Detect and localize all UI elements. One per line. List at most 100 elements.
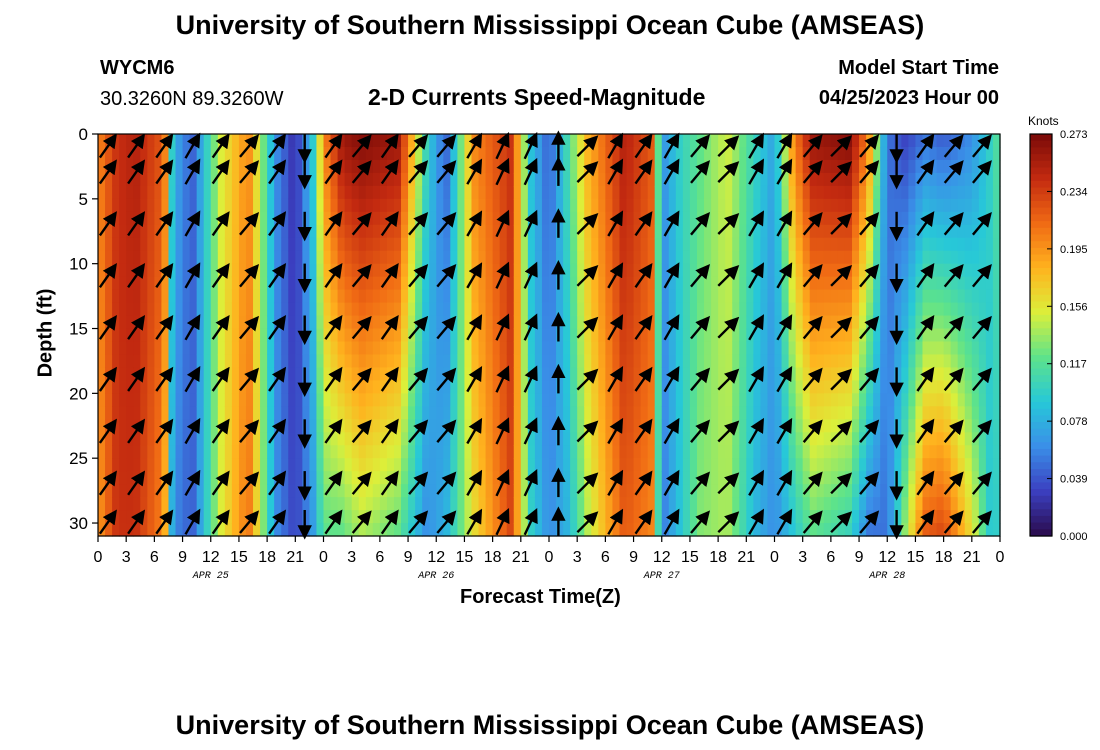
heat-cell — [647, 146, 656, 161]
heat-cell — [901, 289, 909, 304]
heat-cell — [175, 172, 184, 187]
heat-cell — [309, 315, 318, 330]
x-tick-label: 18 — [484, 549, 502, 566]
heat-cell — [365, 302, 374, 317]
heat-cell — [647, 393, 656, 407]
heat-cell — [534, 198, 543, 213]
heat-cell — [499, 146, 508, 161]
heat-cell — [168, 172, 177, 187]
heat-cell — [408, 315, 416, 330]
heat-cell — [894, 134, 902, 148]
heat-cell — [556, 302, 564, 317]
heat-cell — [281, 211, 289, 226]
heat-cell — [563, 237, 571, 252]
current-arrow — [748, 508, 765, 535]
heat-cell — [492, 406, 501, 420]
heat-cell — [196, 380, 205, 394]
heat-cell — [534, 289, 543, 304]
heat-cell — [513, 380, 522, 394]
heat-cell — [929, 146, 938, 161]
heat-cell — [823, 380, 832, 394]
heat-cell — [866, 458, 874, 472]
heat-cell — [880, 445, 888, 459]
heat-cell — [957, 497, 966, 511]
heat-cell — [140, 367, 148, 381]
heat-cell — [513, 393, 522, 407]
heat-cell — [203, 445, 212, 459]
heat-cell — [647, 250, 656, 265]
heat-cell — [992, 523, 1001, 537]
heat-cell — [386, 328, 395, 343]
heat-cell — [922, 237, 931, 252]
heat-cell — [859, 211, 867, 226]
heat-cell — [147, 354, 155, 369]
heat-cell — [880, 224, 888, 239]
heat-cell — [393, 432, 402, 446]
current-arrow — [184, 210, 201, 237]
heat-cell — [598, 237, 606, 252]
heat-cell — [203, 523, 212, 537]
heat-cell — [809, 224, 818, 239]
heat-cell — [563, 289, 571, 304]
heat-cell — [330, 458, 339, 472]
heat-cell — [464, 263, 473, 278]
heat-cell — [429, 276, 437, 291]
heat-cell — [140, 432, 148, 446]
heat-cell — [499, 432, 508, 446]
heat-cell — [711, 250, 719, 265]
heat-cell — [443, 432, 451, 446]
heat-cell — [943, 406, 952, 420]
heat-cell — [288, 393, 296, 407]
model-start-value: 04/25/2023 Hour 00 — [818, 87, 999, 109]
heat-cell — [189, 185, 198, 200]
heat-cell — [330, 302, 339, 317]
heat-cell — [619, 380, 628, 394]
heat-cell — [767, 289, 776, 304]
heat-cell — [675, 134, 684, 148]
heat-cell — [422, 250, 430, 265]
heat-cell — [689, 406, 698, 420]
heat-cell — [393, 289, 402, 304]
heat-cell — [443, 393, 451, 407]
heat-cell — [936, 341, 945, 356]
colorbar-swatch — [1030, 140, 1052, 148]
heat-cell — [351, 315, 360, 330]
heat-cell — [654, 315, 663, 330]
heat-cell — [943, 211, 952, 226]
heat-cell — [485, 198, 494, 213]
heat-cell — [386, 341, 395, 356]
heat-cell — [626, 523, 635, 537]
heat-cell — [929, 484, 938, 498]
heat-cell — [295, 276, 303, 291]
heat-cell — [147, 146, 155, 161]
heat-cell — [992, 185, 1001, 200]
heat-cell — [492, 159, 501, 174]
heat-cell — [175, 328, 184, 343]
heat-cell — [309, 237, 318, 252]
heat-cell — [429, 224, 437, 239]
heat-cell — [570, 211, 578, 226]
heat-cell — [837, 523, 846, 537]
current-arrow — [239, 212, 260, 236]
heat-cell — [612, 406, 621, 420]
heat-cell — [105, 237, 113, 252]
heat-cell — [112, 185, 120, 200]
heat-cell — [154, 289, 163, 304]
heat-cell — [549, 523, 557, 537]
heat-cell — [718, 367, 726, 381]
x-tick-label: 15 — [681, 549, 699, 566]
heat-cell — [161, 328, 170, 343]
heat-cell — [866, 484, 874, 498]
heat-cell — [978, 432, 987, 446]
heat-cell — [584, 237, 592, 252]
heat-cell — [119, 289, 127, 304]
heat-cell — [534, 406, 543, 420]
heat-cell — [520, 523, 529, 537]
heat-cell — [964, 484, 973, 498]
colorbar-swatch — [1030, 489, 1052, 497]
heat-cell — [978, 341, 987, 356]
heat-cell — [901, 185, 909, 200]
heat-cell — [196, 341, 205, 356]
heat-cell — [175, 134, 184, 148]
heat-cell — [556, 315, 564, 330]
